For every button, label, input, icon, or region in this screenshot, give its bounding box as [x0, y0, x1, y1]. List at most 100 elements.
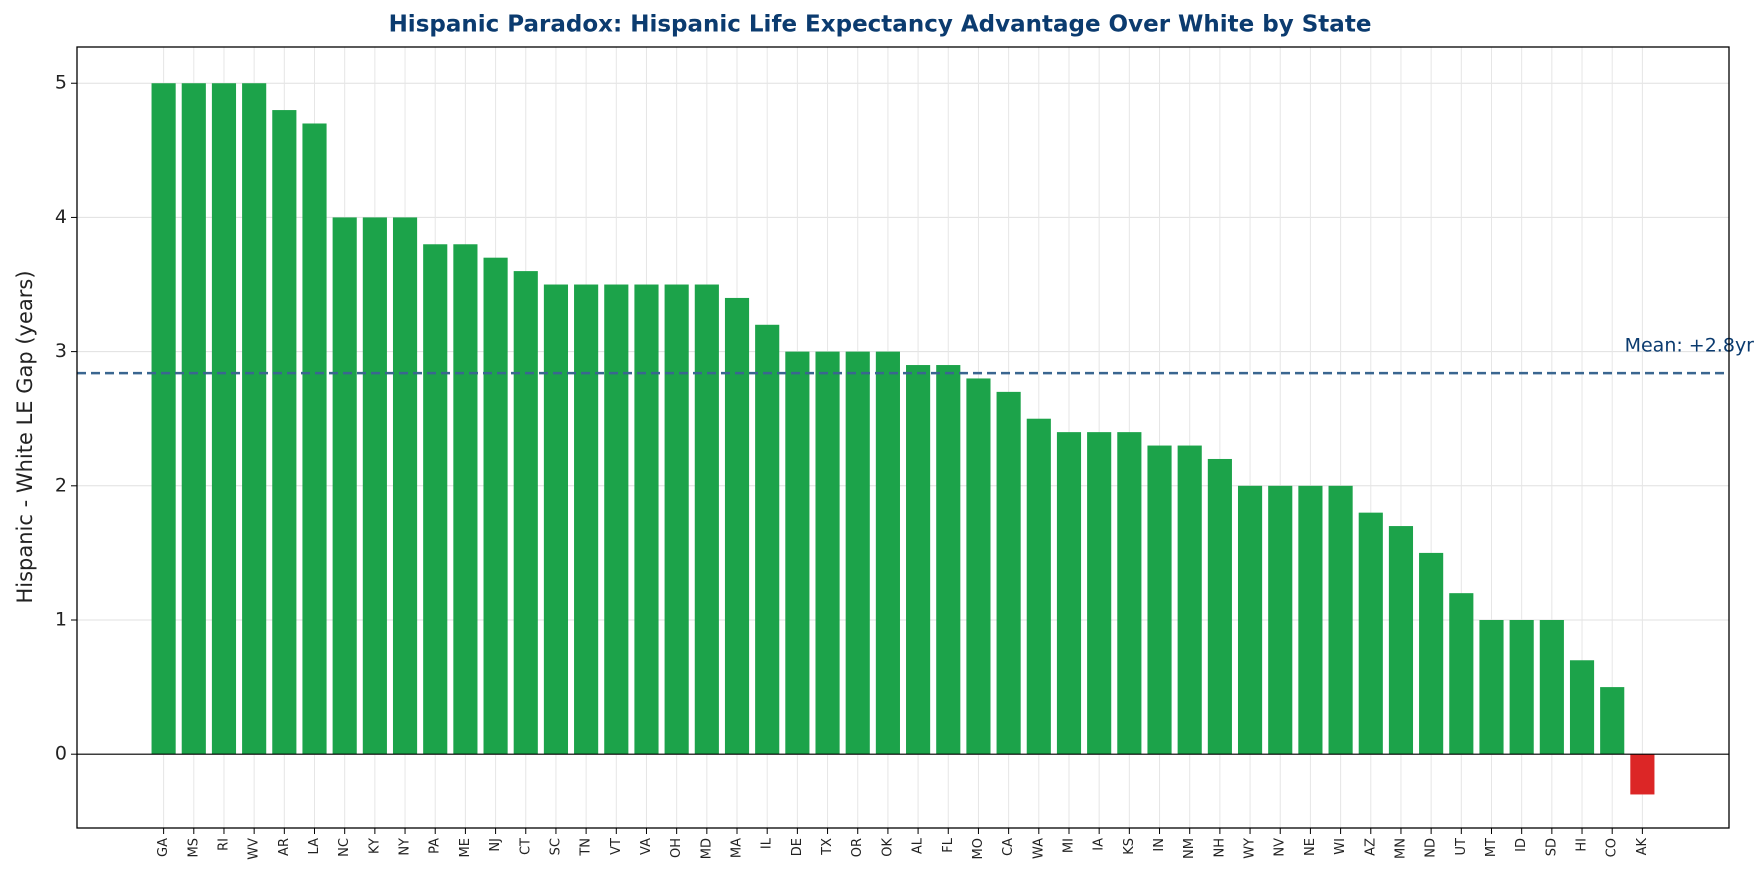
plot-frame	[76, 46, 1730, 829]
bar	[634, 284, 659, 755]
x-tick-label: AL	[911, 837, 926, 854]
bar	[483, 257, 508, 755]
x-tick-label: CO	[1605, 838, 1620, 857]
x-tick-label: WY	[1243, 838, 1258, 859]
x-tick-label: OR	[850, 838, 865, 857]
x-tick-label: FL	[941, 837, 956, 852]
x-tick-label: AZ	[1363, 838, 1378, 856]
x-tick-label: LA	[307, 838, 322, 855]
bar	[1056, 432, 1082, 755]
bar	[845, 351, 870, 755]
bar	[664, 284, 689, 755]
bar	[543, 284, 569, 755]
bar	[392, 217, 418, 755]
x-tick-label: IN	[1152, 838, 1167, 852]
bar	[785, 351, 810, 755]
x-tick-label: WV	[247, 838, 262, 860]
bar	[211, 83, 237, 755]
x-tick-label: NC	[337, 838, 352, 857]
bar	[1630, 754, 1655, 795]
x-tick-label: NE	[1303, 838, 1318, 856]
bar	[1117, 432, 1142, 755]
bar	[362, 217, 387, 755]
x-tick-label: WI	[1333, 838, 1348, 855]
x-tick-label: MI	[1061, 838, 1076, 853]
x-tick-label: MO	[971, 838, 986, 859]
x-tick-label: NV	[1273, 838, 1288, 857]
x-tick-label: RI	[216, 838, 231, 851]
x-tick-label: NM	[1182, 838, 1197, 859]
bar	[242, 83, 267, 755]
y-tick-label: 1	[55, 609, 67, 631]
x-tick-label: TX	[820, 838, 835, 856]
y-tick-label: 0	[55, 743, 67, 765]
bar	[1177, 445, 1202, 755]
bar	[1147, 445, 1172, 755]
bar	[694, 284, 719, 755]
mean-label: Mean: +2.8yr	[1625, 335, 1755, 357]
x-tick-label: VA	[639, 838, 654, 855]
bar	[1087, 432, 1112, 755]
x-tick-label: AK	[1635, 838, 1650, 856]
x-tick-label: MS	[186, 838, 201, 857]
x-tick-label: PA	[428, 838, 443, 854]
x-tick-label: MT	[1484, 838, 1499, 857]
x-tick-label: CT	[518, 838, 533, 855]
bar	[1600, 687, 1625, 755]
x-tick-label: OK	[880, 838, 895, 857]
y-tick-label: 4	[55, 206, 67, 228]
bar	[1237, 485, 1263, 755]
bar	[423, 244, 448, 755]
x-tick-label: NY	[398, 838, 413, 856]
y-tick-label: 3	[55, 340, 67, 362]
bar	[574, 284, 599, 755]
x-tick-label: GA	[156, 838, 171, 857]
bar	[875, 351, 900, 755]
x-tick-label: MN	[1393, 838, 1408, 859]
bar	[966, 378, 991, 755]
x-tick-label: KY	[367, 838, 382, 854]
bar	[332, 217, 357, 755]
bar	[936, 365, 961, 755]
bar	[453, 244, 478, 755]
x-tick-label: AR	[277, 838, 292, 856]
bar	[1298, 485, 1323, 755]
x-tick-label: MD	[699, 838, 714, 859]
bar	[1449, 593, 1474, 755]
x-tick-label: IA	[1092, 838, 1107, 851]
y-axis-label: Hispanic - White LE Gap (years)	[13, 270, 37, 603]
bar	[724, 297, 750, 755]
x-tick-label: ND	[1424, 838, 1439, 858]
bar	[604, 284, 629, 755]
x-tick-label: ME	[458, 838, 473, 857]
bar	[181, 83, 206, 755]
bar	[151, 83, 176, 755]
x-tick-label: HI	[1575, 838, 1590, 852]
bar	[755, 324, 780, 755]
bar	[513, 271, 538, 755]
x-tick-label: IL	[760, 837, 775, 849]
x-tick-label: KS	[1122, 838, 1137, 855]
x-tick-label: VT	[609, 838, 624, 855]
x-tick-label: MA	[730, 838, 745, 858]
bar	[1388, 526, 1414, 755]
bar	[1328, 485, 1353, 755]
x-tick-label: OH	[669, 838, 684, 858]
bar	[996, 391, 1021, 755]
bar	[1419, 552, 1444, 755]
bar	[1026, 418, 1051, 755]
x-tick-label: NH	[1212, 838, 1227, 858]
y-tick-label: 2	[55, 474, 67, 496]
y-tick-label: 5	[55, 72, 67, 94]
x-tick-label: CA	[1001, 838, 1016, 856]
x-tick-label: SD	[1544, 838, 1559, 856]
bar	[1479, 620, 1504, 755]
bar	[815, 351, 840, 755]
x-tick-label: WA	[1031, 838, 1046, 859]
x-tick-label: NJ	[488, 838, 503, 852]
x-tick-label: SC	[548, 838, 563, 855]
bar	[272, 110, 297, 755]
bar	[1358, 512, 1383, 755]
x-tick-label: DE	[790, 838, 805, 856]
chart-title: Hispanic Paradox: Hispanic Life Expectan…	[389, 12, 1372, 38]
